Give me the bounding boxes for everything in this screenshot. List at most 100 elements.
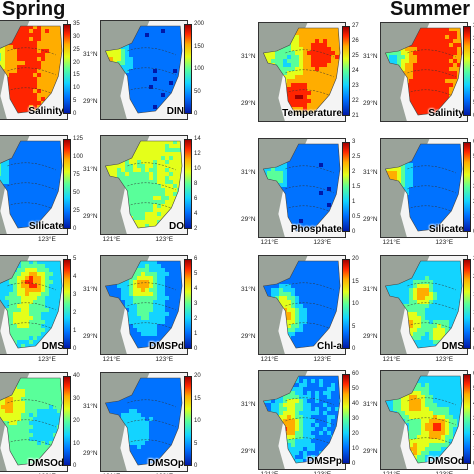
- colorbar-summer-silicate: [463, 142, 471, 232]
- longitude-label: 121°E: [102, 356, 121, 363]
- colorbar-tick: 35: [73, 21, 80, 27]
- colorbar-tick: 15: [352, 278, 359, 285]
- colorbar-tick: 0: [352, 346, 356, 352]
- colorbar-tick: 23: [352, 83, 359, 89]
- variable-label: DMSOd: [427, 456, 464, 467]
- longitude-label: 123°E: [435, 356, 454, 363]
- map-svg: [259, 256, 341, 354]
- colorbar-tick: 24: [352, 68, 359, 74]
- colorbar-tick: 200: [194, 21, 205, 27]
- colorbar-tick: 0.5: [352, 214, 361, 220]
- map-panel-summer-salinity: Salinity: [380, 22, 468, 122]
- latitude-label: 31°N: [363, 53, 378, 60]
- colorbar-tick: 30: [352, 416, 359, 422]
- variable-label: DMSOp: [147, 458, 184, 469]
- colorbar-tick: 2: [73, 310, 77, 316]
- colorbar-tick: 125: [73, 136, 84, 142]
- colorbar-tick: 20: [194, 373, 201, 379]
- latitude-label: 31°N: [83, 403, 98, 410]
- colorbar-tick: 20: [73, 418, 80, 424]
- colorbar-spring-dmsop: [184, 376, 192, 466]
- map-panel-summer-dms: DMS: [380, 255, 468, 355]
- colorbar-spring-dmspd: [184, 259, 192, 349]
- longitude-label: 121°E: [261, 471, 279, 474]
- colorbar-tick: 100: [73, 154, 84, 160]
- variable-label: Salinity: [428, 108, 464, 119]
- colorbar-tick: 0: [352, 229, 356, 235]
- colorbar-tick: 0: [194, 346, 198, 352]
- map-svg: [101, 21, 183, 119]
- colorbar-spring-din: [184, 24, 192, 114]
- longitude-label: 123°E: [435, 471, 453, 474]
- map-svg: [381, 139, 463, 237]
- colorbar-tick: 21: [352, 113, 359, 119]
- colorbar-spring-dms: [63, 259, 71, 349]
- colorbar-tick: 5: [194, 271, 198, 277]
- map-panel-spring-silicate: Silicate: [0, 135, 68, 235]
- latitude-label: 31°N: [241, 53, 256, 60]
- latitude-label: 29°N: [83, 450, 98, 457]
- colorbar-tick: 10: [194, 166, 201, 172]
- colorbar-tick: 4: [73, 274, 77, 280]
- colorbar-spring-dmsod: [63, 376, 71, 466]
- colorbar-tick: 10: [352, 446, 359, 452]
- longitude-label: 121°E: [260, 356, 279, 363]
- colorbar-summer-salinity: [463, 26, 471, 116]
- latitude-label: 29°N: [83, 98, 98, 105]
- colorbar-tick: 3: [194, 301, 198, 307]
- colorbar-tick: 0: [352, 461, 356, 467]
- variable-label: Temperature: [282, 108, 342, 119]
- season-title-summer: Summer: [390, 0, 471, 20]
- latitude-label: 29°N: [241, 216, 256, 223]
- longitude-label: 121°E: [260, 239, 279, 246]
- colorbar-tick: 6: [194, 256, 198, 262]
- map-panel-summer-silicate: Silicate: [380, 138, 468, 238]
- latitude-label: 29°N: [241, 100, 256, 107]
- colorbar-tick: 50: [352, 386, 359, 392]
- colorbar-tick: 2: [194, 316, 198, 322]
- latitude-label: 31°N: [363, 286, 378, 293]
- colorbar-tick: 15: [73, 72, 80, 79]
- colorbar-tick: 3: [352, 139, 356, 145]
- colorbar-spring-do: [184, 139, 192, 229]
- map-panel-spring-din: DIN: [100, 20, 188, 120]
- longitude-label: 123°E: [155, 236, 174, 243]
- map-svg: [0, 256, 63, 354]
- latitude-label: 31°N: [83, 166, 98, 173]
- colorbar-tick: 1: [73, 328, 77, 334]
- colorbar-tick: 5: [194, 440, 198, 447]
- variable-label: Silicate: [28, 221, 64, 232]
- colorbar-tick: 22: [352, 98, 359, 104]
- colorbar-tick: 12: [194, 151, 201, 157]
- longitude-label: 123°E: [313, 356, 332, 363]
- colorbar-spring-silicate: [63, 139, 71, 229]
- map-panel-spring-dmsod: DMSOd: [0, 372, 68, 472]
- map-svg: [259, 139, 341, 237]
- colorbar-summer-dmspp: [342, 374, 350, 464]
- colorbar-tick: 10: [194, 418, 201, 424]
- colorbar-summer-dmsod: [463, 374, 471, 464]
- colorbar-tick: 0: [194, 111, 198, 117]
- colorbar-tick: 100: [194, 66, 205, 72]
- longitude-label: 123°E: [38, 356, 56, 363]
- map-panel-spring-dms: DMS: [0, 255, 68, 355]
- variable-label: Silicate: [428, 224, 464, 235]
- map-svg: [381, 371, 463, 469]
- colorbar-tick: 0: [73, 346, 77, 352]
- colorbar-tick: 20: [352, 256, 359, 262]
- colorbar-tick: 1: [352, 199, 356, 205]
- latitude-label: 31°N: [241, 169, 256, 176]
- colorbar-tick: 10: [73, 85, 80, 92]
- longitude-label: 123°E: [155, 356, 174, 363]
- colorbar-summer-phosphate: [342, 142, 350, 232]
- colorbar-tick: 0: [73, 463, 77, 469]
- colorbar-tick: 2.5: [352, 154, 361, 160]
- colorbar-tick: 25: [73, 208, 80, 214]
- longitude-label: 123°E: [38, 236, 56, 243]
- colorbar-tick: 75: [73, 172, 80, 178]
- latitude-label: 31°N: [363, 401, 378, 408]
- latitude-label: 31°N: [241, 401, 256, 408]
- map-panel-summer-dmsod: DMSOd: [380, 370, 468, 470]
- longitude-label: 121°E: [382, 239, 401, 246]
